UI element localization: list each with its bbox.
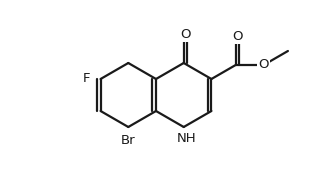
Text: O: O <box>180 27 190 41</box>
Text: F: F <box>83 72 90 85</box>
Text: O: O <box>232 30 242 43</box>
Text: NH: NH <box>177 132 196 145</box>
Text: Br: Br <box>121 135 136 148</box>
Text: O: O <box>259 59 269 72</box>
